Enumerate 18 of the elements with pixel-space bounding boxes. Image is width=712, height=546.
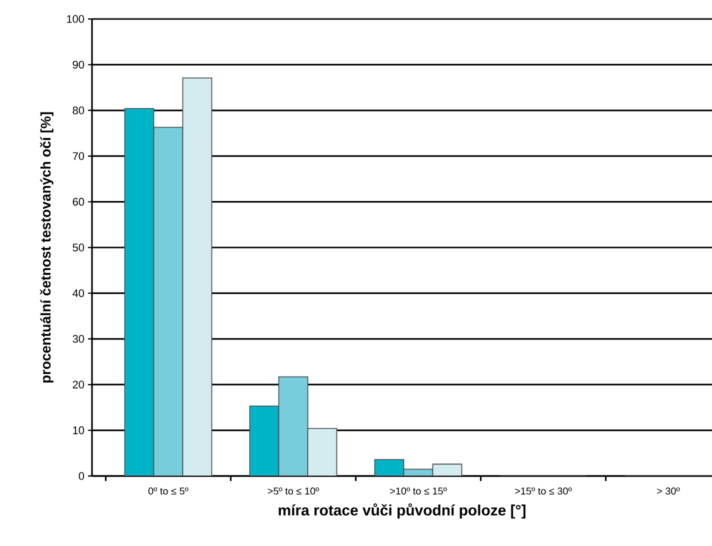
y-tick-label: 10 — [73, 426, 84, 434]
y-axis-title: procentuální četnost testovaných očí [%] — [40, 112, 54, 383]
y-tick-label: 100 — [67, 15, 84, 23]
y-tick-label: 30 — [72, 335, 84, 343]
y-tick-label: 60 — [72, 198, 84, 206]
x-tick-label: > 30º — [657, 487, 680, 495]
y-tick-label: 90 — [72, 60, 84, 69]
x-tick-label: 0º to ≤ 5º — [148, 487, 188, 495]
y-tick-label: 70 — [72, 152, 84, 160]
x-tick-label: >5º to ≤ 10º — [268, 487, 320, 495]
x-axis-title: míra rotace vůči původní poloze [°] — [278, 503, 526, 518]
y-tick-label: 0 — [78, 472, 84, 480]
y-tick-label: 50 — [72, 244, 84, 252]
y-tick-label: 20 — [72, 380, 84, 388]
x-tick-label: >15º to ≤ 30º — [515, 487, 572, 495]
y-tick-label: 80 — [72, 106, 84, 114]
y-tick-label: 40 — [72, 289, 84, 298]
x-tick-label: >10º to ≤ 15º — [390, 487, 447, 495]
